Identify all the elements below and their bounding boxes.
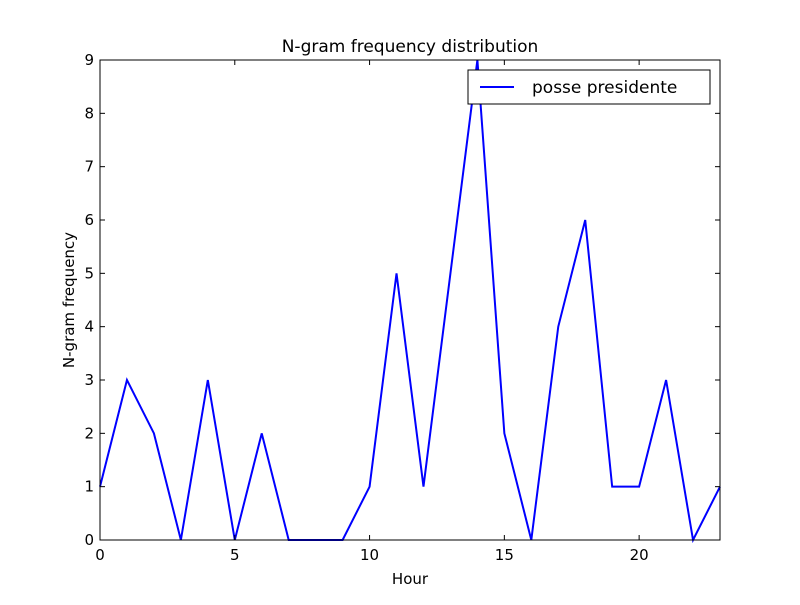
data-point <box>557 325 560 328</box>
data-point <box>665 379 668 382</box>
y-tick-label: 1 <box>84 478 94 496</box>
data-point <box>260 432 263 435</box>
x-tick-label: 20 <box>630 546 649 564</box>
data-point <box>125 379 128 382</box>
x-tick-label: 0 <box>95 546 105 564</box>
y-tick-label: 8 <box>84 104 94 122</box>
x-axis-label: Hour <box>392 570 429 588</box>
chart-title: N-gram frequency distribution <box>282 37 539 57</box>
series-layer <box>99 59 721 544</box>
plot-frame <box>99 59 721 541</box>
data-point <box>206 379 209 382</box>
y-tick-label: 2 <box>84 424 94 442</box>
y-tick-label: 7 <box>84 158 94 176</box>
legend-label: posse presidente <box>532 78 677 98</box>
legend: posse presidente <box>467 69 711 105</box>
data-point <box>638 485 641 488</box>
y-tick-label: 4 <box>84 318 94 336</box>
y-tick-label: 6 <box>84 211 94 229</box>
data-point <box>503 432 506 435</box>
tick-layer: 0 5 10 15 20 0 1 2 3 4 5 6 7 8 9 <box>84 51 720 564</box>
data-point <box>611 485 614 488</box>
data-point <box>395 272 398 275</box>
data-point <box>584 219 587 222</box>
data-point <box>449 272 452 275</box>
x-tick-label: 10 <box>360 546 379 564</box>
plot-area-background <box>100 60 720 540</box>
data-point <box>152 432 155 435</box>
y-tick-label: 9 <box>84 51 94 69</box>
series-line <box>99 59 721 544</box>
x-tick-label: 15 <box>495 546 514 564</box>
y-axis-label: N-gram frequency <box>60 232 78 368</box>
x-tick-label: 5 <box>230 546 240 564</box>
y-tick-label: 0 <box>84 531 94 549</box>
data-point <box>422 485 425 488</box>
y-tick-label: 3 <box>84 371 94 389</box>
y-tick-label: 5 <box>84 264 94 282</box>
data-point <box>368 485 371 488</box>
